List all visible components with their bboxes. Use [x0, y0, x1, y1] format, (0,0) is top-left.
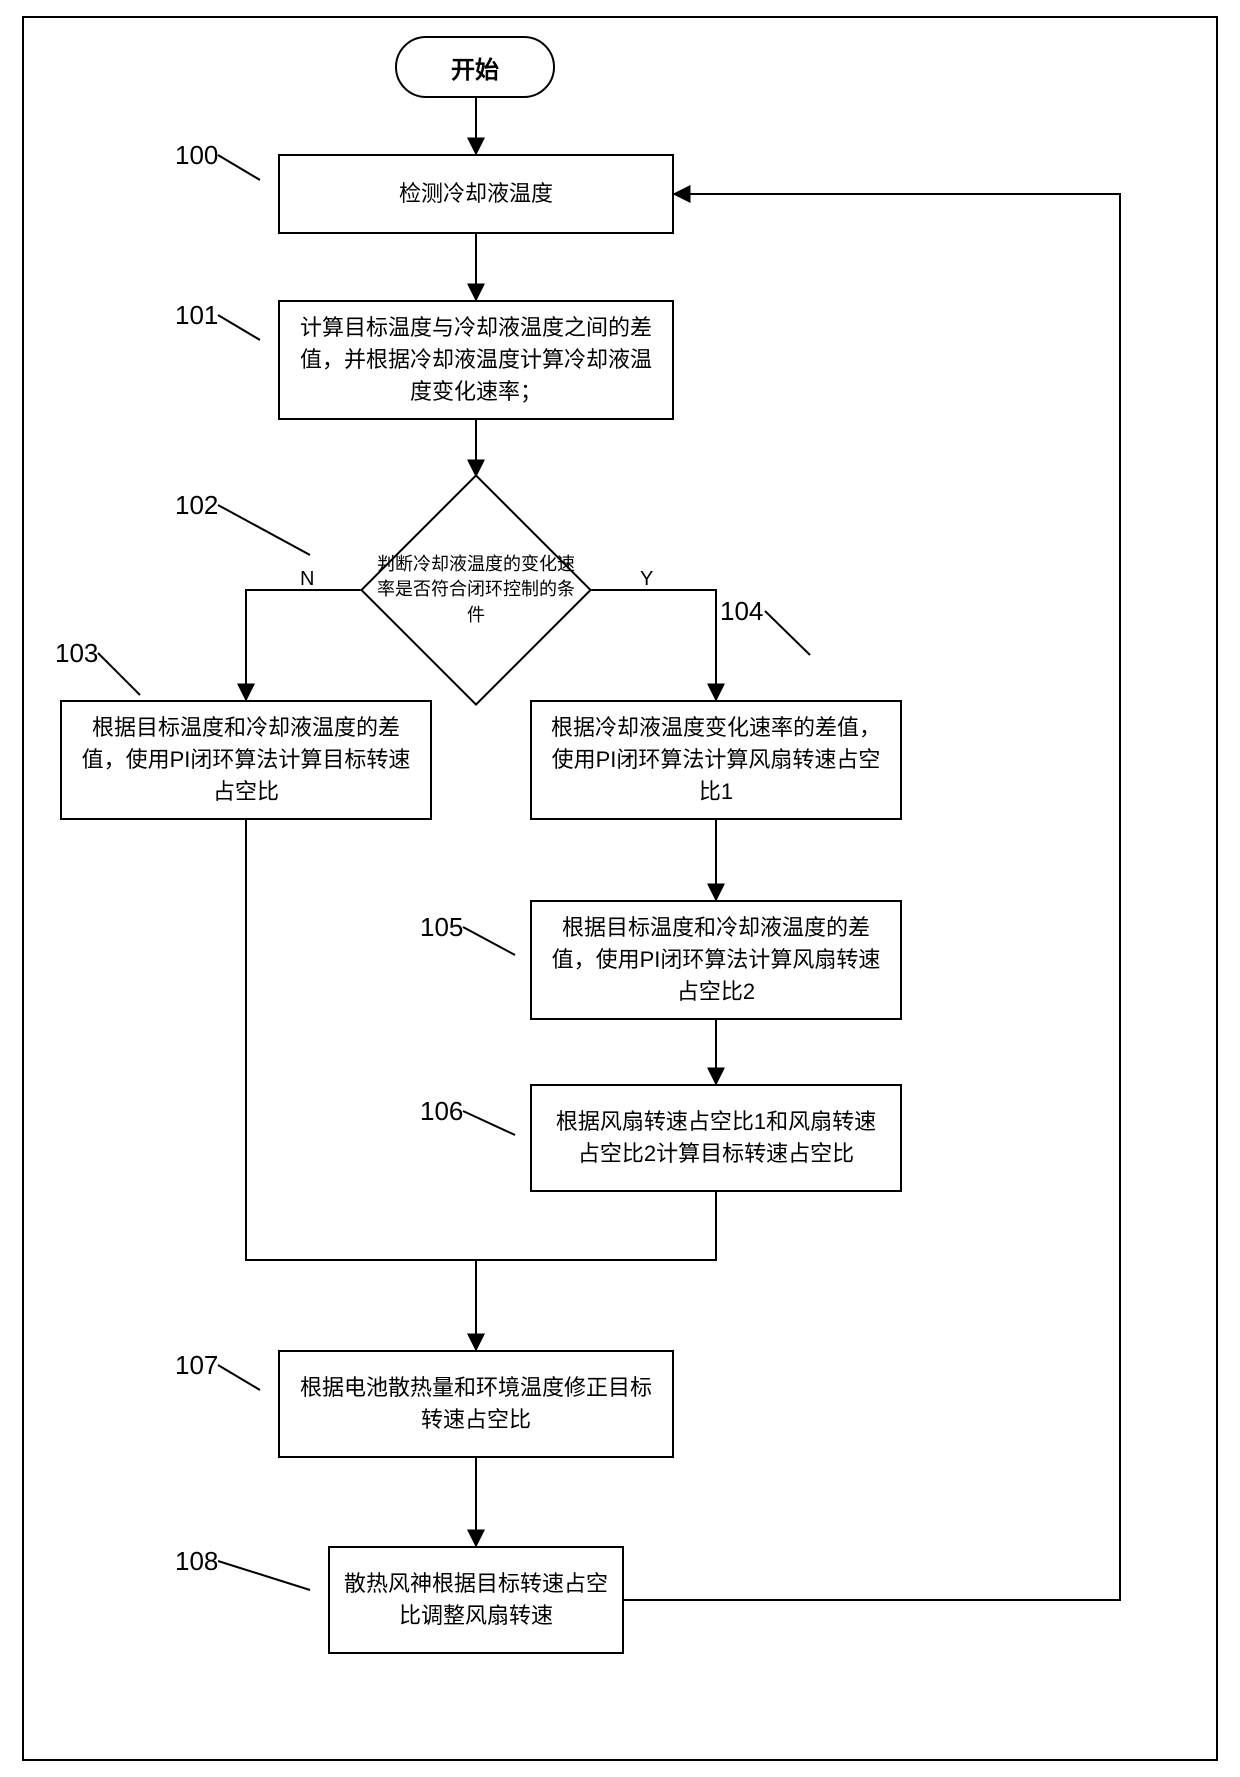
step-100-text: 检测冷却液温度 — [399, 178, 553, 210]
step-106: 根据风扇转速占空比1和风扇转速占空比2计算目标转速占空比 — [530, 1084, 902, 1192]
step-103-text: 根据目标温度和冷却液温度的差值，使用PI闭环算法计算目标转速占空比 — [76, 712, 416, 808]
start-label: 开始 — [451, 50, 499, 85]
step-105-text: 根据目标温度和冷却液温度的差值，使用PI闭环算法计算风扇转速占空比2 — [546, 912, 886, 1008]
step-107: 根据电池散热量和环境温度修正目标转速占空比 — [278, 1350, 674, 1458]
start-terminator: 开始 — [395, 36, 555, 98]
step-107-text: 根据电池散热量和环境温度修正目标转速占空比 — [294, 1372, 658, 1436]
step-100: 检测冷却液温度 — [278, 154, 674, 234]
step-106-text: 根据风扇转速占空比1和风扇转速占空比2计算目标转速占空比 — [546, 1106, 886, 1170]
step-104: 根据冷却液温度变化速率的差值，使用PI闭环算法计算风扇转速占空比1 — [530, 700, 902, 820]
step-label-101: 101 — [175, 300, 218, 331]
step-label-102: 102 — [175, 490, 218, 521]
step-label-103: 103 — [55, 638, 98, 669]
step-101-text: 计算目标温度与冷却液温度之间的差值，并根据冷却液温度计算冷却液温度变化速率； — [294, 312, 658, 408]
branch-label-y: Y — [640, 568, 653, 591]
step-103: 根据目标温度和冷却液温度的差值，使用PI闭环算法计算目标转速占空比 — [60, 700, 432, 820]
step-108: 散热风神根据目标转速占空比调整风扇转速 — [328, 1546, 624, 1654]
step-label-106: 106 — [420, 1096, 463, 1127]
step-label-105: 105 — [420, 912, 463, 943]
branch-label-n: N — [300, 568, 314, 591]
step-108-text: 散热风神根据目标转速占空比调整风扇转速 — [344, 1568, 608, 1632]
step-label-104: 104 — [720, 596, 763, 627]
step-101: 计算目标温度与冷却液温度之间的差值，并根据冷却液温度计算冷却液温度变化速率； — [278, 300, 674, 420]
decision-102: 判断冷却液温度的变化速率是否符合闭环控制的条件 — [366, 480, 586, 700]
flowchart-canvas: 开始 100 检测冷却液温度 101 计算目标温度与冷却液温度之间的差值，并根据… — [0, 0, 1240, 1777]
step-label-100: 100 — [175, 140, 218, 171]
step-label-107: 107 — [175, 1350, 218, 1381]
step-label-108: 108 — [175, 1546, 218, 1577]
step-104-text: 根据冷却液温度变化速率的差值，使用PI闭环算法计算风扇转速占空比1 — [546, 712, 886, 808]
outer-border — [22, 16, 1218, 1761]
step-105: 根据目标温度和冷却液温度的差值，使用PI闭环算法计算风扇转速占空比2 — [530, 900, 902, 1020]
decision-102-text: 判断冷却液温度的变化速率是否符合闭环控制的条件 — [376, 552, 576, 628]
